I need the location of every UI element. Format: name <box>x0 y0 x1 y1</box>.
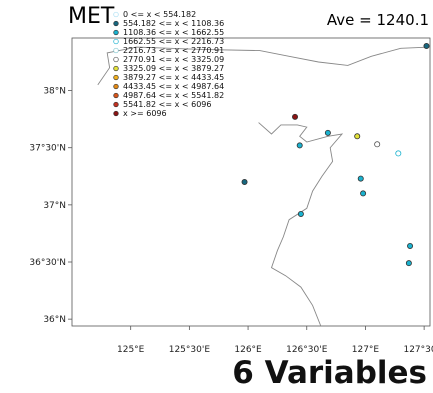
legend-label: 1108.36 <= x < 1662.55 <box>123 28 224 37</box>
station-point <box>374 141 381 148</box>
legend-marker <box>113 47 119 54</box>
average-label: Ave = 1240.1 <box>326 11 429 29</box>
y-axis: 36°N 36°30'N 37°N 37°30'N 38°N <box>29 87 72 325</box>
legend-marker <box>113 56 119 63</box>
legend-marker <box>113 11 119 18</box>
station-point <box>395 150 402 157</box>
x-tick-label: 127°30'E <box>403 345 433 355</box>
station-point <box>360 190 367 197</box>
y-tick-label: 38°N <box>43 87 66 97</box>
x-axis: 125°E 125°30'E 126°E 126°30'E 127°E 127°30'E <box>117 326 433 355</box>
plot-frame <box>71 37 431 327</box>
chart-title: MET <box>68 4 115 29</box>
y-tick-label: 37°N <box>43 201 66 211</box>
legend-marker <box>113 74 119 81</box>
legend-label: 4433.45 <= x < 4987.64 <box>123 82 224 91</box>
y-tick-label: 36°30'N <box>29 258 66 268</box>
station-points <box>241 43 430 267</box>
x-tick-label: 126°30'E <box>286 345 328 355</box>
legend-label: 2770.91 <= x < 3325.09 <box>123 55 224 64</box>
station-point <box>354 133 361 140</box>
legend-label: 4987.64 <= x < 5541.82 <box>123 91 224 100</box>
station-point <box>241 178 248 185</box>
legend-label: 2216.73 <= x < 2770.91 <box>123 46 224 55</box>
legend-label: 3325.09 <= x < 3879.27 <box>123 64 224 73</box>
legend-label: 1662.55 <= x < 2216.73 <box>123 37 224 46</box>
y-tick-label: 37°30'N <box>29 144 66 154</box>
station-point <box>423 43 430 50</box>
map-frame <box>71 37 431 327</box>
x-tick-label: 125°30'E <box>169 345 211 355</box>
legend-label: 0 <= x < 554.182 <box>123 10 196 19</box>
legend-marker <box>113 101 119 108</box>
x-tick-label: 126°E <box>234 345 262 355</box>
coastline-north <box>97 46 431 86</box>
legend-marker <box>113 83 119 90</box>
station-point <box>297 210 304 217</box>
station-point <box>296 142 303 149</box>
legend-label: 5541.82 <= x < 6096 <box>123 100 211 109</box>
x-tick-label: 125°E <box>117 345 145 355</box>
station-point <box>405 260 412 267</box>
variables-caption: 6 Variables <box>232 355 427 391</box>
legend-marker <box>113 20 119 27</box>
y-tick-label: 36°N <box>43 315 66 325</box>
legend-marker <box>113 110 119 117</box>
station-point <box>407 242 414 249</box>
legend-marker <box>113 65 119 72</box>
coastline-layer <box>97 46 431 327</box>
legend-label: 554.182 <= x < 1108.36 <box>123 19 224 28</box>
station-point <box>324 129 331 136</box>
coastline-west <box>258 122 344 327</box>
legend-label: 3879.27 <= x < 4433.45 <box>123 73 224 82</box>
station-point <box>292 113 299 120</box>
station-point <box>357 175 364 182</box>
legend-marker <box>113 38 119 45</box>
legend-marker <box>113 29 119 36</box>
x-tick-label: 127°E <box>352 345 380 355</box>
legend-marker <box>113 92 119 99</box>
legend-label: x >= 6096 <box>123 109 167 118</box>
